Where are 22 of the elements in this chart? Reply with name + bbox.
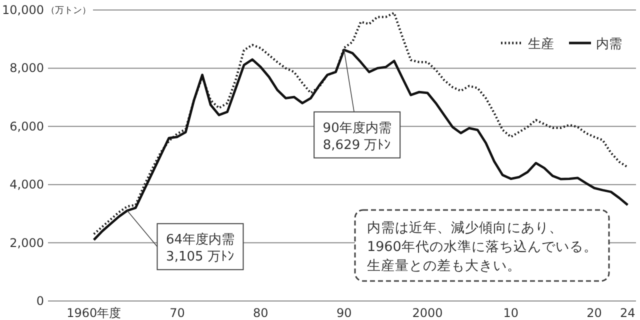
y-tick-label: 2,000 <box>10 236 44 250</box>
x-tick-label: 90 <box>336 306 352 320</box>
annotation: 内需は近年、減少傾向にあり、 <box>367 220 563 236</box>
legend-label: 内需 <box>596 37 622 52</box>
y-tick-label: 0 <box>36 294 44 308</box>
y-axis-title: （万トン） <box>46 6 91 16</box>
x-tick-label: 70 <box>170 306 185 320</box>
y-tick-label: 4,000 <box>10 178 44 192</box>
annotation: 生産量との差も大きい。 <box>367 258 521 274</box>
annotation: 90年度内需 8,629 万ﾄﾝ <box>322 120 392 153</box>
legend-label: 生産 <box>528 36 554 52</box>
y-tick-label: 10,000 <box>2 3 44 17</box>
x-tick-label: 80 <box>253 306 268 320</box>
x-tick-label: 10 <box>503 306 519 320</box>
y-tick-label: 8,000 <box>10 61 44 76</box>
x-tick-label: 20 <box>586 306 602 320</box>
annotation: 64年度内需 3,105 万ﾄﾝ <box>166 232 235 265</box>
y-tick-label: 6,000 <box>10 119 44 134</box>
x-tick-label: 1960年度 <box>66 306 122 320</box>
x-tick-label: 24 <box>620 306 636 320</box>
annotation: 1960年代の水準に落ち込んでいる。 <box>367 239 598 255</box>
x-tick-label: 2000 <box>412 306 443 320</box>
